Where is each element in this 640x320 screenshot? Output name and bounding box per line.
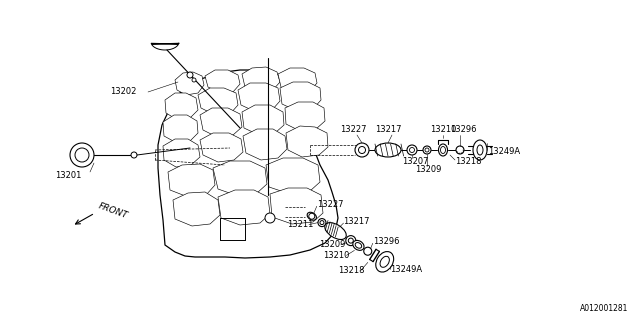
Circle shape [423, 146, 431, 154]
Ellipse shape [353, 240, 364, 250]
Text: 13201: 13201 [55, 171, 81, 180]
Text: 13296: 13296 [450, 125, 477, 134]
Text: 13218: 13218 [338, 266, 364, 275]
Text: 13217: 13217 [375, 125, 401, 134]
Polygon shape [175, 72, 204, 95]
Text: 13210: 13210 [430, 125, 456, 134]
Polygon shape [242, 67, 280, 93]
Polygon shape [266, 158, 320, 194]
Ellipse shape [473, 140, 487, 160]
Circle shape [75, 148, 89, 162]
Text: 13202: 13202 [110, 87, 136, 97]
Text: 13209: 13209 [415, 165, 442, 174]
Circle shape [358, 147, 365, 154]
Circle shape [192, 78, 196, 82]
Circle shape [70, 143, 94, 167]
Text: 13211: 13211 [287, 220, 314, 229]
Polygon shape [280, 82, 321, 111]
Text: 13217: 13217 [344, 217, 370, 226]
Polygon shape [286, 126, 328, 157]
Circle shape [318, 219, 326, 227]
Polygon shape [213, 161, 267, 196]
Polygon shape [168, 164, 215, 197]
Polygon shape [200, 108, 242, 137]
Polygon shape [163, 139, 200, 167]
Polygon shape [218, 190, 270, 225]
Text: A012001281: A012001281 [580, 304, 628, 313]
Ellipse shape [307, 212, 316, 220]
Text: 13227: 13227 [317, 200, 343, 209]
Circle shape [348, 238, 353, 243]
Polygon shape [238, 83, 280, 112]
Polygon shape [285, 102, 325, 131]
Polygon shape [200, 133, 243, 162]
Polygon shape [278, 68, 317, 93]
Ellipse shape [438, 144, 447, 156]
Circle shape [407, 145, 417, 155]
Polygon shape [163, 115, 198, 142]
Circle shape [456, 146, 464, 154]
Text: 13209: 13209 [319, 240, 345, 249]
Circle shape [425, 148, 429, 152]
Text: 13296: 13296 [372, 237, 399, 246]
Polygon shape [205, 70, 240, 93]
Circle shape [265, 213, 275, 223]
Circle shape [364, 247, 372, 255]
Ellipse shape [440, 147, 445, 154]
Circle shape [355, 143, 369, 157]
Text: 13207: 13207 [402, 157, 429, 166]
Circle shape [410, 148, 415, 153]
Circle shape [187, 72, 193, 78]
Polygon shape [270, 188, 323, 224]
Text: 13249A: 13249A [390, 265, 422, 274]
Polygon shape [165, 93, 198, 119]
Text: 13218: 13218 [455, 157, 481, 166]
Text: 13210: 13210 [323, 251, 350, 260]
Ellipse shape [355, 243, 362, 248]
Polygon shape [158, 70, 338, 258]
Circle shape [346, 236, 356, 246]
Text: 13249A: 13249A [488, 148, 520, 156]
Polygon shape [242, 105, 284, 135]
Polygon shape [173, 192, 220, 226]
Ellipse shape [477, 145, 483, 155]
Ellipse shape [324, 223, 346, 239]
Ellipse shape [376, 252, 394, 272]
Polygon shape [243, 129, 287, 160]
Circle shape [308, 213, 315, 219]
Text: FRONT: FRONT [97, 202, 129, 220]
Ellipse shape [380, 256, 389, 267]
Circle shape [320, 220, 324, 225]
Text: 13227: 13227 [340, 125, 367, 134]
Circle shape [131, 152, 137, 158]
Ellipse shape [375, 143, 401, 157]
Polygon shape [198, 88, 238, 115]
